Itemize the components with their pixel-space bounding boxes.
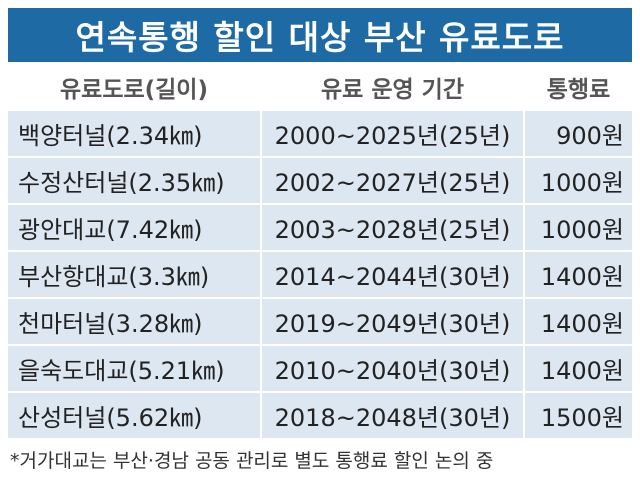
- table-row: 을숙도대교(5.21㎞) 2010~2040년(30년) 1400원: [8, 346, 632, 393]
- table-cell: 1000원: [525, 205, 632, 252]
- table-cell: 1400원: [525, 252, 632, 299]
- table-row: 부산항대교(3.3㎞) 2014~2044년(30년) 1400원: [8, 252, 632, 299]
- table-cell: 천마터널(3.28㎞): [8, 299, 262, 346]
- table-cell: 1500원: [525, 393, 632, 440]
- table-cell: 900원: [525, 111, 632, 158]
- header-row: 유료도로(길이) 유료 운영 기간 통행료: [8, 64, 632, 111]
- header-cell: 통행료: [525, 64, 632, 111]
- table-cell: 수정산터널(2.35㎞): [8, 158, 262, 205]
- table-cell: 부산항대교(3.3㎞): [8, 252, 262, 299]
- header-cell: 유료 운영 기간: [262, 64, 525, 111]
- title-bar: 연속통행 할인 대상 부산 유료도로: [8, 8, 632, 62]
- table-cell: 광안대교(7.42㎞): [8, 205, 262, 252]
- table-cell: 2014~2044년(30년): [262, 252, 525, 299]
- table-row: 광안대교(7.42㎞) 2003~2028년(25년) 1000원: [8, 205, 632, 252]
- table-cell: 2018~2048년(30년): [262, 393, 525, 440]
- table-cell: 1000원: [525, 158, 632, 205]
- table-row: 산성터널(5.62㎞) 2018~2048년(30년) 1500원: [8, 393, 632, 440]
- table-cell: 2019~2049년(30년): [262, 299, 525, 346]
- table-row: 천마터널(3.28㎞) 2019~2049년(30년) 1400원: [8, 299, 632, 346]
- table-cell: 2000~2025년(25년): [262, 111, 525, 158]
- header-cell: 유료도로(길이): [8, 64, 262, 111]
- table-row: 백양터널(2.34㎞) 2000~2025년(25년) 900원: [8, 111, 632, 158]
- table: 유료도로(길이) 유료 운영 기간 통행료 백양터널(2.34㎞) 2000~2025년…: [8, 64, 632, 440]
- table-cell: 1400원: [525, 299, 632, 346]
- table-cell: 을숙도대교(5.21㎞): [8, 346, 262, 393]
- table-row: 수정산터널(2.35㎞) 2002~2027년(25년) 1000원: [8, 158, 632, 205]
- table-cell: 2010~2040년(30년): [262, 346, 525, 393]
- table-cell: 산성터널(5.62㎞): [8, 393, 262, 440]
- table-cell: 2002~2027년(25년): [262, 158, 525, 205]
- table-cell: 1400원: [525, 346, 632, 393]
- footnote: *거가대교는 부산·경남 공동 관리로 별도 통행료 할인 논의 중: [10, 450, 494, 472]
- table-cell: 2003~2028년(25년): [262, 205, 525, 252]
- table-cell: 백양터널(2.34㎞): [8, 111, 262, 158]
